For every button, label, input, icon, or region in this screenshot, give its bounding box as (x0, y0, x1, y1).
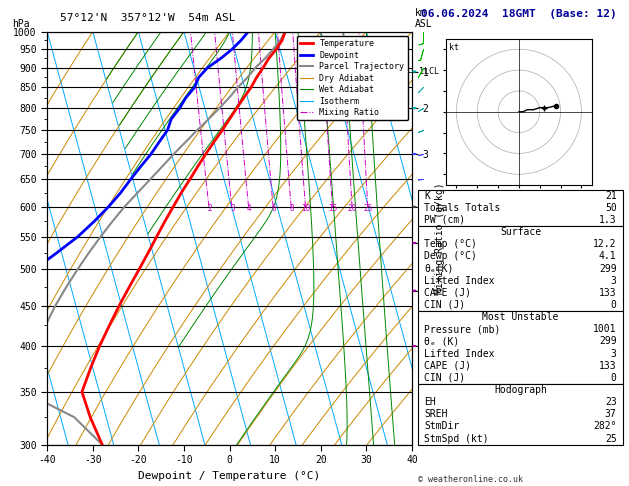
Text: 23: 23 (605, 397, 616, 407)
Text: 15: 15 (328, 204, 337, 213)
Text: CIN (J): CIN (J) (425, 300, 465, 310)
Text: 1LCL: 1LCL (420, 67, 439, 76)
Text: 0: 0 (611, 373, 616, 383)
Text: kt: kt (449, 43, 459, 52)
Text: K: K (425, 191, 430, 201)
Text: Dewp (°C): Dewp (°C) (425, 251, 477, 261)
Text: CIN (J): CIN (J) (425, 373, 465, 383)
Bar (418, 384, 623, 445)
Text: Hodograph: Hodograph (494, 385, 547, 395)
Text: 3: 3 (611, 348, 616, 359)
Text: Lifted Index: Lifted Index (425, 348, 495, 359)
Legend: Temperature, Dewpoint, Parcel Trajectory, Dry Adiabat, Wet Adiabat, Isotherm, Mi: Temperature, Dewpoint, Parcel Trajectory… (297, 36, 408, 121)
Text: 133: 133 (599, 361, 616, 371)
Text: 0: 0 (611, 300, 616, 310)
Text: CAPE (J): CAPE (J) (425, 361, 471, 371)
Text: 4.1: 4.1 (599, 251, 616, 261)
Text: 133: 133 (599, 288, 616, 298)
Text: hPa: hPa (13, 19, 30, 29)
Text: 6: 6 (271, 204, 276, 213)
Text: 282°: 282° (593, 421, 616, 432)
Text: Temp (°C): Temp (°C) (425, 239, 477, 249)
Text: 20: 20 (348, 204, 357, 213)
Text: θₑ (K): θₑ (K) (425, 336, 460, 347)
Text: 06.06.2024  18GMT  (Base: 12): 06.06.2024 18GMT (Base: 12) (421, 9, 617, 19)
Text: Mixing Ratio (g/kg): Mixing Ratio (g/kg) (435, 182, 445, 294)
Bar (418, 190, 623, 226)
Text: 4: 4 (247, 204, 252, 213)
Text: 25: 25 (364, 204, 373, 213)
Bar (418, 226, 623, 311)
Text: 3: 3 (230, 204, 235, 213)
Text: 1.3: 1.3 (599, 215, 616, 225)
Text: CAPE (J): CAPE (J) (425, 288, 471, 298)
Text: PW (cm): PW (cm) (425, 215, 465, 225)
Text: 1001: 1001 (593, 324, 616, 334)
Text: Totals Totals: Totals Totals (425, 203, 501, 213)
Text: Pressure (mb): Pressure (mb) (425, 324, 501, 334)
Text: 57°12'N  357°12'W  54m ASL: 57°12'N 357°12'W 54m ASL (60, 13, 235, 23)
Text: Most Unstable: Most Unstable (482, 312, 559, 322)
Text: EH: EH (425, 397, 436, 407)
Text: 50: 50 (605, 203, 616, 213)
Text: 299: 299 (599, 263, 616, 274)
Text: 37: 37 (605, 409, 616, 419)
Text: StmSpd (kt): StmSpd (kt) (425, 434, 489, 444)
Text: 299: 299 (599, 336, 616, 347)
Text: 25: 25 (605, 434, 616, 444)
Text: 21: 21 (605, 191, 616, 201)
Text: © weatheronline.co.uk: © weatheronline.co.uk (418, 474, 523, 484)
Bar (418, 311, 623, 384)
Text: Lifted Index: Lifted Index (425, 276, 495, 286)
Text: km
ASL: km ASL (415, 8, 433, 29)
Text: 10: 10 (301, 204, 311, 213)
Text: θₑ(K): θₑ(K) (425, 263, 454, 274)
Text: 2: 2 (207, 204, 212, 213)
Text: 12.2: 12.2 (593, 239, 616, 249)
Text: StmDir: StmDir (425, 421, 460, 432)
Text: 3: 3 (611, 276, 616, 286)
Text: Surface: Surface (500, 227, 541, 237)
Text: SREH: SREH (425, 409, 448, 419)
Text: 8: 8 (289, 204, 294, 213)
X-axis label: Dewpoint / Temperature (°C): Dewpoint / Temperature (°C) (138, 470, 321, 481)
